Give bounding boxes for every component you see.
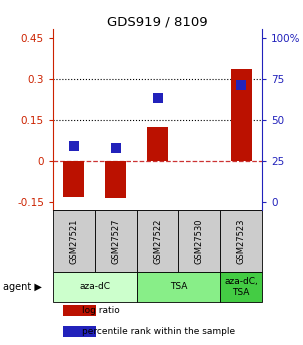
Bar	[95, 210, 137, 272]
Point	[113, 145, 118, 150]
Title: GDS919 / 8109: GDS919 / 8109	[107, 15, 208, 28]
Bar	[231, 69, 251, 161]
Bar	[63, 161, 84, 197]
Bar	[147, 127, 168, 161]
Bar	[64, 326, 96, 337]
Point	[155, 96, 160, 101]
Bar	[137, 272, 220, 302]
Text: GSM27521: GSM27521	[69, 218, 78, 264]
Text: aza-dC,
TSA: aza-dC, TSA	[224, 277, 258, 297]
Text: GSM27523: GSM27523	[237, 218, 246, 264]
Text: GSM27522: GSM27522	[153, 218, 162, 264]
Point	[239, 82, 244, 88]
Bar	[220, 272, 262, 302]
Text: TSA: TSA	[170, 283, 187, 292]
Bar	[137, 210, 178, 272]
Bar	[105, 161, 126, 198]
Bar	[64, 305, 96, 316]
Bar	[53, 272, 137, 302]
Bar	[178, 210, 220, 272]
Text: percentile rank within the sample: percentile rank within the sample	[82, 327, 235, 336]
Text: GSM27530: GSM27530	[195, 218, 204, 264]
Text: agent ▶: agent ▶	[3, 282, 42, 292]
Text: log ratio: log ratio	[82, 306, 120, 315]
Text: GSM27527: GSM27527	[111, 218, 120, 264]
Bar	[220, 210, 262, 272]
Point	[72, 144, 76, 149]
Text: aza-dC: aza-dC	[79, 283, 110, 292]
Bar	[53, 210, 95, 272]
